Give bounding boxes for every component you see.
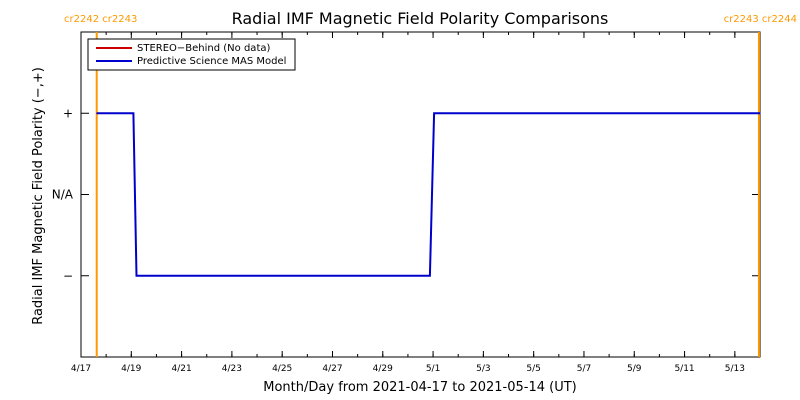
x-tick-label: 4/19 bbox=[121, 364, 141, 374]
x-axis-label: Month/Day from 2021-04-17 to 2021-05-14 … bbox=[263, 380, 576, 395]
legend-label-stereo-behind: STEREO−Behind (No data) bbox=[137, 43, 270, 54]
chart-title: Radial IMF Magnetic Field Polarity Compa… bbox=[232, 9, 609, 28]
series-line-mas-model bbox=[96, 112, 760, 277]
series-point bbox=[132, 112, 134, 114]
carrington-rotation-label: cr2243 bbox=[724, 14, 759, 25]
x-tick-label: 5/13 bbox=[725, 364, 745, 374]
series-point bbox=[759, 112, 761, 114]
x-tick-label: 4/23 bbox=[222, 364, 242, 374]
carrington-marker-label: cr2243 cr2244 bbox=[724, 14, 797, 25]
x-tick-label: 4/29 bbox=[373, 364, 393, 374]
x-tick-label: 4/27 bbox=[322, 364, 342, 374]
carrington-rotation-label: cr2244 bbox=[759, 14, 797, 25]
series-point bbox=[96, 112, 98, 114]
carrington-rotation-label: cr2243 bbox=[99, 14, 137, 25]
y-tick-label: − bbox=[63, 269, 73, 283]
y-axis-label: Radial IMF Magnetic Field Polarity (−,+) bbox=[31, 67, 46, 325]
carrington-marker-label: cr2242 cr2243 bbox=[64, 14, 137, 25]
x-axis: 4/17 4/19 4/21 4/23 4/25 4/27 4/29 5/1 5/3 5/5 5/7… bbox=[71, 32, 761, 374]
series-point bbox=[433, 112, 435, 114]
x-tick-label: 5/7 bbox=[577, 364, 591, 374]
x-tick-label: 5/5 bbox=[526, 364, 540, 374]
y-tick-label: + bbox=[63, 106, 73, 120]
x-tick-label: 5/9 bbox=[627, 364, 642, 374]
legend-box bbox=[87, 38, 296, 71]
x-tick-label: 4/25 bbox=[272, 364, 292, 374]
y-tick-label: N/A bbox=[52, 188, 74, 202]
x-tick-label: 4/21 bbox=[171, 364, 191, 374]
series-layer bbox=[96, 112, 761, 277]
x-tick-label: 5/11 bbox=[674, 364, 694, 374]
series-point bbox=[429, 275, 431, 277]
x-tick-label: 5/3 bbox=[476, 364, 490, 374]
y-axis: + N/A − bbox=[52, 106, 760, 283]
series-point bbox=[136, 275, 138, 277]
carrington-markers: cr2242 cr2243 cr2243 cr2244 bbox=[64, 14, 797, 357]
carrington-rotation-label: cr2242 bbox=[64, 14, 99, 25]
plot-frame bbox=[80, 31, 761, 358]
legend: STEREO−Behind (No data) Predictive Scien… bbox=[87, 38, 296, 71]
legend-label-mas-model: Predictive Science MAS Model bbox=[137, 56, 286, 67]
x-tick-label: 5/1 bbox=[426, 364, 440, 374]
x-tick-label: 4/17 bbox=[71, 364, 91, 374]
